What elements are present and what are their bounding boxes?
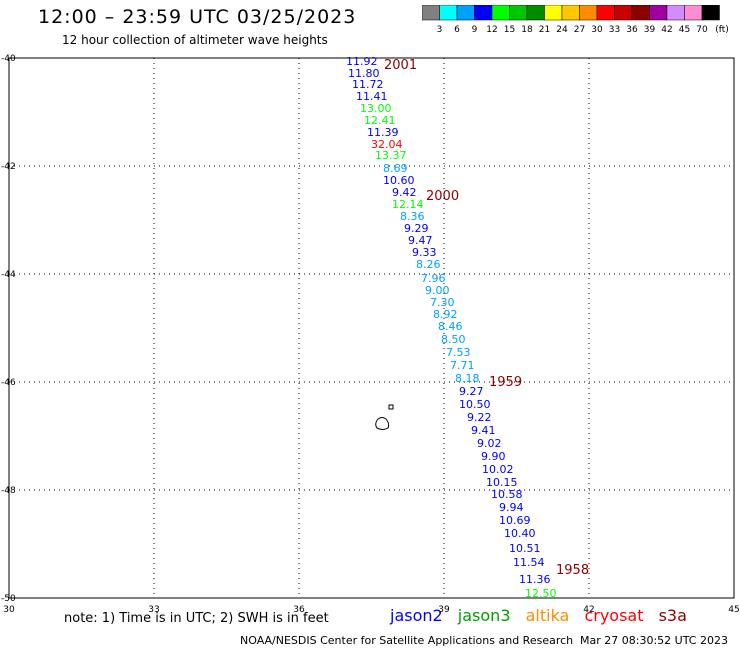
map-title: 12:00 – 23:59 UTC 03/25/2023 [38,6,357,28]
wave-height-reading: 13.37 [375,149,407,162]
wave-height-reading: 10.15 [486,476,518,489]
lat-tick-label: -40 [1,54,16,64]
wave-height-reading: 11.92 [346,55,378,68]
lon-tick-label: 42 [583,605,594,615]
lon-tick-label: 39 [438,605,450,615]
lon-tick-label: 45 [728,605,739,615]
credit-text: NOAA/NESDIS Center for Satellite Applica… [240,634,574,647]
footer-note: note: 1) Time is in UTC; 2) SWH is in fe… [64,611,329,626]
wave-height-colorbar: 3 6 9 12 15 18 21 24 27 30 33 36 39 42 45 70 (ft) [422,5,729,35]
island-outline [375,417,390,430]
colorbar-label: 39 [644,25,656,35]
wave-height-reading: 10.51 [509,542,541,555]
colorbar-label: 42 [661,25,672,35]
legend-cryosat: cryosat [584,606,644,625]
wave-height-reading: 11.36 [519,573,551,586]
map-subtitle: 12 hour collection of altimeter wave hei… [62,33,328,47]
wave-height-reading: 11.80 [348,67,380,80]
legend-jason3: jason3 [457,606,511,625]
colorbar-bin [701,5,720,21]
legend-s3a: s3a [658,606,687,625]
colorbar-label: 33 [609,25,620,35]
wave-height-reading: 10.02 [482,463,514,476]
wave-height-reading: 10.50 [459,398,491,411]
wave-height-reading: 9.94 [499,501,524,514]
legend-jason2: jason2 [390,606,443,625]
lat-tick-label: -50 [1,594,16,604]
lat-tick-label: -48 [1,486,16,496]
wave-height-reading: 11.72 [352,78,384,91]
lat-tick-label: -42 [1,162,16,172]
lon-tick-label: 30 [3,605,15,615]
wave-height-reading: 11.41 [356,90,388,103]
colorbar-label: 36 [626,25,638,35]
wave-height-reading: 8.36 [400,210,425,223]
colorbar-label: 27 [574,25,585,35]
colorbar-label: 9 [472,25,478,35]
wave-height-reading: 10.60 [383,174,415,187]
wave-height-reading: 9.90 [481,450,506,463]
generated-timestamp: Mar 27 08:30:52 UTC 2023 [580,634,728,647]
wave-height-reading: 32.04 [371,138,403,151]
wave-height-reading: 7.53 [446,346,471,359]
wave-height-reading: 7.71 [450,359,475,372]
wave-height-reading: 13.00 [360,102,392,115]
wave-height-reading: 8.18 [455,372,480,385]
colorbar-label: 24 [556,25,568,35]
wave-height-reading: 9.47 [408,234,433,247]
colorbar-label: 3 [437,25,443,35]
colorbar-label: 12 [486,25,497,35]
wave-height-reading: 11.39 [367,126,399,139]
lon-tick-label: 36 [293,605,305,615]
map-frame [8,57,735,599]
wave-height-reading: 9.27 [459,385,484,398]
colorbar-label: 70 [696,25,708,35]
time-label: 1958 [556,563,589,578]
wave-height-reading: 9.22 [467,411,492,424]
wave-height-reading: 10.40 [504,527,536,540]
time-label: 2001 [384,58,417,73]
wave-height-reading: 8.92 [433,308,458,321]
wave-height-reading: 10.58 [491,488,523,501]
time-label: 1959 [489,375,522,390]
wave-height-reading: 9.33 [412,246,437,259]
wave-height-reading: 7.30 [430,296,455,309]
lat-tick-label: -46 [1,378,16,388]
wave-height-reading: 10.69 [499,514,531,527]
wave-height-reading: 8.26 [416,258,441,271]
wave-height-reading: 8.46 [438,320,463,333]
wave-height-reading: 8.69 [383,162,408,175]
lat-tick-label: -44 [1,270,16,280]
wave-height-reading: 9.41 [471,424,496,437]
wave-height-reading: 8.50 [441,333,466,346]
colorbar-label: 30 [591,25,603,35]
wave-height-reading: 12.41 [364,114,396,127]
wave-height-reading: 9.00 [425,284,450,297]
wave-height-reading: 9.29 [404,222,429,235]
satellite-legend: jason2 jason3 altika cryosat s3a [390,606,697,625]
legend-altika: altika [525,606,570,625]
wave-height-reading: 9.02 [477,437,502,450]
wave-height-reading: 12.50 [525,587,557,600]
colorbar-label: 45 [679,25,690,35]
wave-height-reading: 11.54 [513,556,545,569]
lon-tick-label: 33 [148,605,159,615]
colorbar-label: 21 [539,25,550,35]
wave-height-reading: 12.14 [392,198,424,211]
time-label: 2000 [426,189,459,204]
wave-height-reading: 9.42 [392,186,417,199]
colorbar-unit: (ft) [715,25,729,35]
colorbar-label: 15 [504,25,515,35]
wave-height-reading: 7.96 [421,272,446,285]
island-outline [388,404,394,410]
colorbar-label: 6 [454,25,460,35]
colorbar-label: 18 [521,25,533,35]
